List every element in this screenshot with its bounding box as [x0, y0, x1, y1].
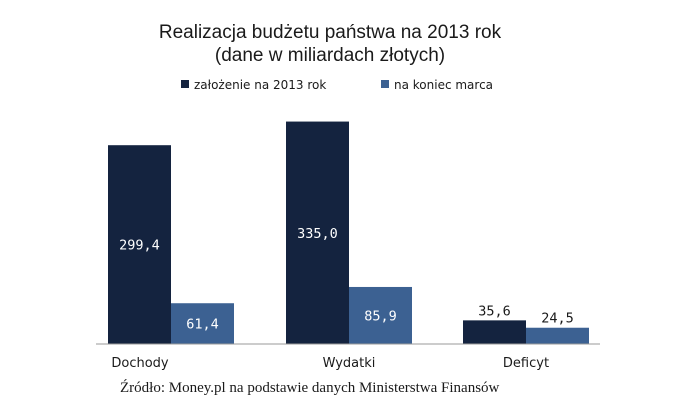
- legend: założenie na 2013 rok na koniec marca: [181, 78, 493, 92]
- legend-label-series-1: założenie na 2013 rok: [194, 78, 326, 92]
- chart-title: Realizacja budżetu państwa na 2013 rok: [159, 22, 502, 43]
- chart-subtitle: (dane w miliardach złotych): [215, 45, 445, 66]
- bar-deficyt-series-2: [526, 327, 589, 344]
- value-label-deficyt-series-1: 35,6: [478, 303, 511, 319]
- value-label-wydatki-series-2: 85,9: [364, 308, 397, 324]
- bar-wydatki-series-1: [286, 121, 349, 344]
- legend-label-series-2: na koniec marca: [394, 78, 493, 92]
- bars-group: [108, 121, 589, 344]
- value-label-dochody-series-1: 299,4: [119, 238, 160, 254]
- category-label-wydatki: Wydatki: [323, 356, 376, 371]
- bar-dochody-series-2: [171, 303, 234, 344]
- category-label-dochody: Dochody: [111, 356, 169, 371]
- value-labels-group: 299,4 335,0 35,6 61,4 85,9 24,5: [119, 226, 574, 333]
- bar-deficyt-series-1: [463, 320, 526, 344]
- source-note: Źródło: Money.pl na podstawie danych Min…: [120, 379, 500, 396]
- bar-wydatki-series-2: [349, 286, 412, 344]
- legend-swatch-series-1: [181, 80, 189, 88]
- value-label-deficyt-series-2: 24,5: [541, 311, 574, 327]
- legend-swatch-series-2: [381, 80, 389, 88]
- value-label-wydatki-series-1: 335,0: [297, 226, 338, 242]
- category-label-deficyt: Deficyt: [503, 356, 549, 371]
- bar-dochody-series-1: [108, 145, 171, 344]
- value-label-dochody-series-2: 61,4: [186, 317, 219, 333]
